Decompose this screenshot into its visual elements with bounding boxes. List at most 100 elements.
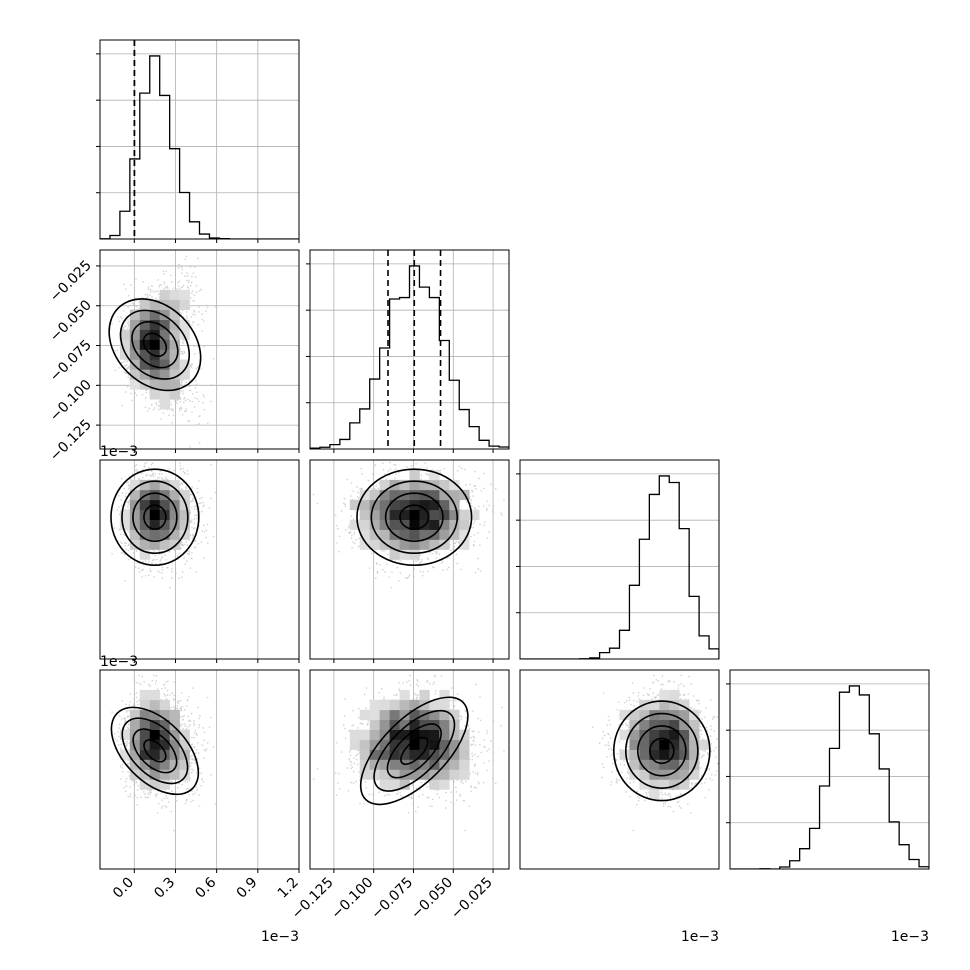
density-cell bbox=[629, 709, 640, 721]
density-cell bbox=[659, 759, 670, 770]
density-cell bbox=[369, 759, 380, 770]
density-cell bbox=[409, 469, 420, 481]
density-cell bbox=[409, 709, 420, 721]
x-offset-label: 1e−3 bbox=[681, 929, 719, 945]
density-cell bbox=[429, 509, 440, 520]
density-cell bbox=[149, 369, 160, 380]
density-cell bbox=[389, 729, 400, 740]
density-cell bbox=[179, 289, 190, 301]
density-cell bbox=[139, 329, 151, 340]
density-cell bbox=[409, 529, 420, 540]
density-cell bbox=[419, 509, 430, 520]
density-cell bbox=[169, 329, 180, 340]
density-cell bbox=[169, 499, 180, 511]
density-cell bbox=[129, 509, 141, 520]
density-cell bbox=[179, 359, 190, 370]
histogram-1 bbox=[310, 265, 509, 449]
density-cell bbox=[379, 779, 390, 790]
density-cell bbox=[129, 719, 141, 730]
density-cell bbox=[409, 739, 420, 750]
density-cell bbox=[379, 709, 390, 721]
panel-frame bbox=[309, 669, 510, 870]
density-cell bbox=[399, 749, 410, 760]
density-cell bbox=[179, 499, 190, 511]
contour-level-0 bbox=[400, 736, 429, 766]
density-cell bbox=[659, 719, 670, 730]
density-cell bbox=[349, 729, 361, 740]
density-cell bbox=[119, 509, 131, 520]
density-cell bbox=[399, 739, 410, 750]
density-cell bbox=[119, 519, 131, 530]
density-cell bbox=[679, 709, 690, 721]
density-cell bbox=[689, 749, 700, 760]
density-cell bbox=[639, 769, 650, 780]
density-cell bbox=[439, 489, 450, 501]
density-cell bbox=[179, 729, 190, 740]
density-cell bbox=[379, 499, 390, 511]
density-cell bbox=[349, 739, 361, 750]
contour-level-2 bbox=[119, 309, 191, 380]
density-cell bbox=[399, 699, 410, 711]
density-cell bbox=[149, 719, 160, 730]
density-cell bbox=[629, 729, 640, 740]
density-cell bbox=[129, 479, 141, 491]
contour-level-3 bbox=[108, 298, 202, 392]
density-cell bbox=[119, 749, 131, 760]
density-cell bbox=[359, 769, 370, 780]
density-cell bbox=[169, 489, 180, 501]
density-cell bbox=[369, 739, 380, 750]
density-cell bbox=[129, 529, 141, 540]
density-cell bbox=[369, 699, 380, 711]
density-cell bbox=[689, 739, 700, 750]
density-cell bbox=[399, 689, 410, 701]
hist-panel-0 bbox=[96, 39, 300, 243]
density-cell bbox=[169, 389, 180, 400]
density-cell bbox=[399, 499, 410, 511]
density-cell bbox=[359, 489, 370, 501]
density-cell bbox=[179, 329, 190, 340]
density-cell bbox=[159, 779, 170, 790]
panel-frame bbox=[729, 669, 930, 870]
density-cell bbox=[659, 779, 670, 790]
density-cell bbox=[119, 329, 131, 340]
density-cell bbox=[369, 749, 380, 760]
density-cell bbox=[679, 759, 690, 770]
density-cell bbox=[399, 769, 410, 780]
x-tick-label: 1.2 bbox=[275, 875, 302, 902]
contour-level-2 bbox=[373, 709, 456, 792]
density-cell bbox=[179, 519, 190, 530]
density-cell bbox=[439, 539, 450, 550]
density-cell bbox=[459, 539, 470, 550]
x-tick-label: 0.9 bbox=[234, 875, 261, 902]
density-cell bbox=[439, 499, 450, 511]
density-cell bbox=[169, 529, 180, 540]
density-cell bbox=[369, 509, 380, 520]
density-cell bbox=[129, 709, 141, 721]
density-cell bbox=[159, 699, 170, 711]
density-cell bbox=[129, 499, 141, 511]
density-cell bbox=[629, 749, 640, 760]
contour-level-1 bbox=[384, 492, 444, 543]
density-cell bbox=[679, 779, 690, 790]
density-cell bbox=[619, 709, 630, 721]
panel-frame bbox=[99, 459, 300, 660]
density-cell bbox=[659, 769, 670, 780]
density-cell bbox=[129, 489, 141, 501]
density-cell bbox=[409, 549, 420, 560]
density-cell bbox=[649, 719, 660, 730]
density-cell bbox=[139, 369, 151, 380]
density-cell bbox=[379, 739, 390, 750]
density-cell bbox=[409, 749, 420, 760]
density-cell bbox=[159, 309, 170, 320]
density-cell bbox=[159, 769, 170, 780]
x-tick-label: −0.100 bbox=[329, 875, 377, 923]
y-tick-label: −0.100 bbox=[47, 377, 95, 425]
density-cell bbox=[679, 729, 690, 740]
y-tick-label: −0.125 bbox=[47, 417, 95, 465]
density-cell bbox=[379, 529, 390, 540]
density-cell bbox=[349, 519, 361, 530]
density-cell bbox=[659, 709, 670, 721]
density-cell bbox=[449, 479, 460, 491]
density-cell bbox=[389, 519, 400, 530]
density-cell bbox=[669, 739, 680, 750]
